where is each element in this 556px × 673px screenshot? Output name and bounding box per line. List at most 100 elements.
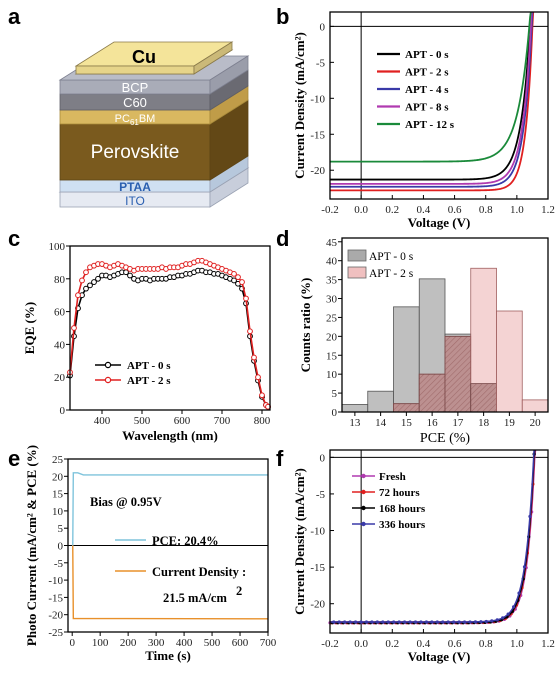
legend-label: APT - 2 s: [369, 268, 414, 280]
x-tick-label: 0.6: [448, 638, 462, 650]
x-tick-label: 800: [254, 415, 271, 427]
legend-label: Fresh: [379, 471, 406, 483]
y-tick-label: 20: [54, 372, 66, 384]
jv-curve: [330, 11, 534, 188]
y-axis-label: EQE (%): [22, 302, 37, 354]
legend-marker: [361, 505, 366, 511]
legend-label: APT - 0 s: [405, 49, 449, 61]
x-axis-label: Voltage (V): [408, 215, 471, 230]
y-tick-label: 25: [52, 454, 64, 466]
legend-label: APT - 2 s: [127, 375, 171, 387]
current-density-value: 21.5 mA/cm: [163, 591, 227, 605]
y-axis-label: Counts ratio (%): [298, 278, 313, 373]
jv-point: [337, 620, 341, 624]
jv-point: [468, 620, 472, 624]
y-tick-label: 20: [52, 471, 64, 483]
x-tick-label: 0.8: [479, 638, 493, 650]
eqe-point: [239, 279, 245, 285]
y-tick-label: -20: [310, 165, 325, 177]
jv-point: [484, 619, 488, 624]
plot-frame: [69, 245, 271, 411]
panel-label-d: d: [276, 226, 289, 251]
x-tick-label: 300: [148, 637, 165, 649]
x-tick-label: 14: [375, 417, 387, 429]
pce-histogram-chart: 13 14 15 16 17 18 19 20 0 5 10 15 20 25 30 35 40 45 PCE (%…: [298, 237, 549, 446]
jv-point: [386, 620, 390, 624]
y-tick-label: 40: [326, 256, 338, 268]
x-tick-label: 1.2: [541, 638, 555, 650]
jv-point: [430, 620, 434, 624]
jv-point: [511, 605, 516, 609]
y-tick-label: 10: [326, 369, 338, 381]
eqe-point: [259, 392, 265, 399]
legend-swatch: [347, 266, 367, 279]
x-tick-label: 1.0: [510, 204, 524, 216]
legend-label: APT - 8 s: [405, 102, 449, 114]
stability-jv-chart: -0.2 0.0 0.2 0.4 0.6 0.8 1.0 1.2 0 -5 -10 -15 -20 Vol…: [292, 449, 555, 664]
y-tick-label: 0: [60, 405, 66, 417]
plot-frame: [329, 449, 549, 634]
y-tick-label: 0: [332, 407, 338, 419]
x-axis-label: PCE (%): [420, 431, 471, 446]
x-tick-label: 700: [214, 415, 231, 427]
x-tick-label: 0.0: [354, 204, 368, 216]
jv-point: [528, 514, 532, 519]
x-tick-label: 600: [232, 637, 249, 649]
legend-label: APT - 4 s: [405, 84, 449, 96]
jv-point: [479, 620, 483, 624]
x-tick-label: 0.8: [479, 204, 493, 216]
y-tick-label: 0: [320, 21, 326, 33]
x-axis-label: Voltage (V): [408, 649, 471, 664]
jv-point: [419, 620, 423, 624]
legend-label: 168 hours: [379, 503, 426, 515]
legend-marker: [361, 521, 366, 527]
histogram-bar: [341, 404, 369, 413]
plot-frame: [329, 11, 549, 200]
panel-label-a: a: [8, 4, 21, 29]
plot-frame: [341, 237, 549, 413]
x-tick-label: 0.4: [417, 204, 431, 216]
x-tick-label: 0.2: [385, 204, 399, 216]
jv-curves-chart: -0.2 0.0 0.2 0.4 0.6 0.8 1.0 1.2 0 -5 -10 -15 -20 Vol…: [292, 11, 555, 230]
x-tick-label: -0.2: [321, 204, 338, 216]
y-tick-label: -5: [54, 558, 64, 570]
y-tick-label: 5: [332, 388, 338, 400]
steady-state-chart: 0 100 200 300 400 500 600 700 25 20 15 10 5 0 -5 -10 -15…: [24, 445, 277, 663]
x-tick-label: 17: [452, 417, 464, 429]
y-tick-label: -5: [316, 57, 326, 69]
jv-point: [392, 620, 396, 624]
jv-point: [522, 565, 527, 569]
jv-point: [424, 620, 428, 624]
eqe-point: [87, 282, 93, 289]
eqe-point: [83, 285, 89, 292]
jv-point: [370, 620, 374, 624]
jv-point: [397, 620, 401, 624]
panel-label-b: b: [276, 4, 289, 29]
x-tick-label: 0.0: [354, 638, 368, 650]
y-tick-label: 45: [326, 237, 338, 249]
jv-point: [413, 620, 418, 624]
y-tick-label: 5: [58, 523, 64, 535]
x-axis-label: Wavelength (nm): [122, 428, 218, 443]
legend-label: 72 hours: [379, 487, 420, 499]
pce-annotation: PCE: 20.4%: [152, 534, 219, 548]
y-tick-label: -15: [310, 129, 325, 141]
y-tick-label: 25: [326, 312, 338, 324]
jv-point: [435, 620, 439, 624]
jv-point: [517, 591, 521, 595]
eqe-point: [235, 274, 241, 281]
jv-point: [457, 620, 461, 624]
y-tick-label: 15: [326, 350, 338, 362]
histogram-overlap: [418, 373, 446, 413]
jv-curve: [330, 11, 533, 181]
x-tick-label: 19: [504, 417, 516, 429]
x-tick-label: 13: [349, 417, 361, 429]
panel-label-c: c: [8, 226, 20, 251]
x-tick-label: 16: [427, 417, 439, 429]
x-tick-label: 500: [204, 637, 221, 649]
legend-label: APT - 12 s: [405, 119, 455, 131]
x-tick-label: -0.2: [321, 638, 338, 650]
eqe-point: [83, 269, 89, 276]
y-tick-label: 0: [320, 452, 326, 464]
jv-point: [490, 619, 494, 623]
